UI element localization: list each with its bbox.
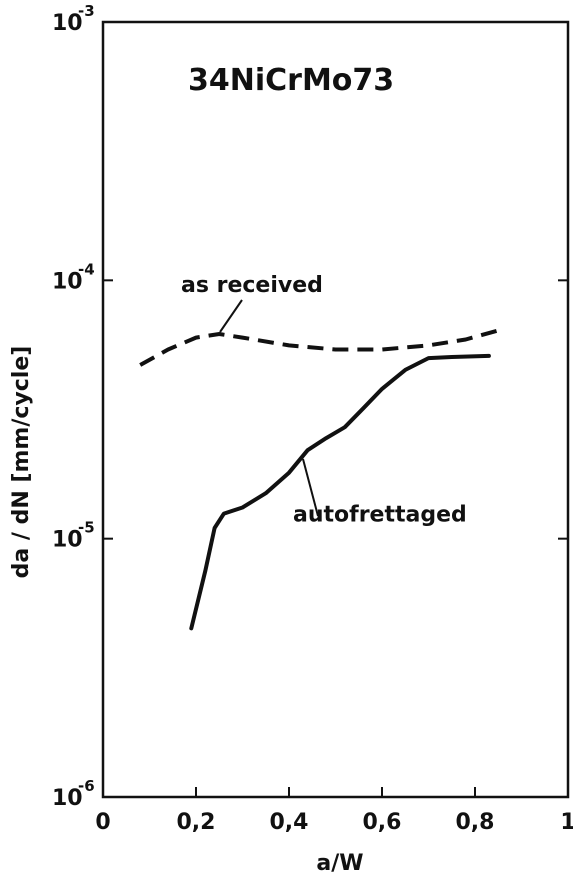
y-tick-label-base: 10	[52, 786, 83, 811]
x-tick-label: 0,6	[363, 810, 402, 835]
y-tick-label-exponent: -4	[78, 260, 95, 278]
y-tick-label-base: 10	[52, 11, 83, 36]
y-axis-ticks: 10-610-510-410-3	[52, 2, 568, 811]
y-axis-label: da / dN [mm/cycle]	[9, 346, 34, 579]
plot-frame	[101, 20, 570, 799]
autofrettaged-leader	[302, 458, 319, 517]
x-tick-label: 0,4	[270, 810, 309, 835]
series-layer	[139, 328, 499, 631]
y-tick-label-exponent: -3	[78, 2, 95, 20]
x-axis-label: a/W	[316, 851, 363, 876]
annotation-layer: as received autofrettaged	[181, 273, 467, 527]
y-tick-label-base: 10	[52, 269, 83, 294]
series-as-received-line	[139, 328, 499, 367]
x-axis-ticks: 0 0,2 0,4 0,6 0,8 1	[95, 787, 573, 835]
x-tick-label: 0	[95, 810, 110, 835]
series-autofrettaged-line	[189, 353, 491, 631]
annotation-as-received: as received	[181, 273, 323, 298]
x-tick-label: 1	[560, 810, 573, 835]
x-tick-label: 0,8	[456, 810, 495, 835]
annotation-autofrettaged: autofrettaged	[293, 503, 467, 528]
y-tick-label-exponent: -6	[78, 777, 95, 795]
x-tick-label: 0,2	[177, 810, 216, 835]
y-tick-label-exponent: -5	[78, 519, 95, 537]
chart-title: 34NiCrMo73	[188, 63, 394, 98]
y-tick-label-base: 10	[52, 528, 83, 553]
as-received-leader	[219, 299, 243, 333]
